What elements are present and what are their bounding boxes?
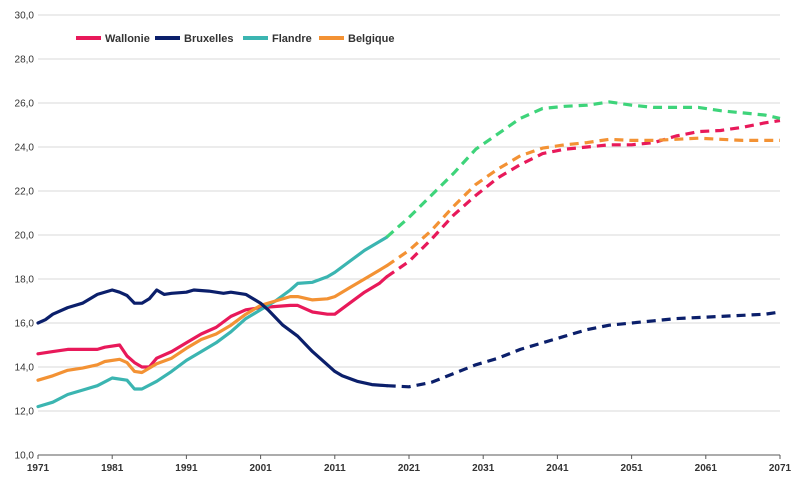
y-tick-label: 14,0 xyxy=(15,363,35,374)
y-tick-label: 26,0 xyxy=(15,99,35,110)
legend-label-belgique: Belgique xyxy=(348,33,394,45)
x-axis-labels: 1971 1981 1991 2001 2011 2021 2031 2041 2051 2061… xyxy=(27,463,792,474)
series-line-wallonie xyxy=(36,275,389,369)
y-tick-label: 16,0 xyxy=(15,319,35,330)
series-projection-flandre xyxy=(385,100,781,239)
legend-label-wallonie: Wallonie xyxy=(105,33,150,45)
grid-lines xyxy=(38,14,780,412)
x-tick-label: 2051 xyxy=(620,463,643,474)
legend: Wallonie Bruxelles Flandre Belgique xyxy=(76,33,394,45)
series-line-bruxelles xyxy=(36,288,389,388)
x-tick-label: 1971 xyxy=(27,463,50,474)
series-projection-bruxelles xyxy=(386,310,781,389)
series-lines xyxy=(36,100,781,409)
y-tick-label: 22,0 xyxy=(15,187,35,198)
x-tick-label: 2061 xyxy=(695,463,718,474)
series-projection-wallonie xyxy=(385,119,781,279)
series-line-flandre xyxy=(36,235,389,409)
x-tick-label: 2071 xyxy=(769,463,792,474)
x-tick-label: 2011 xyxy=(324,463,346,474)
x-tick-label: 1981 xyxy=(101,463,124,474)
y-tick-label: 30,0 xyxy=(15,11,35,22)
series-projection-belgique xyxy=(385,136,780,268)
series-line-belgique xyxy=(36,264,389,382)
y-tick-label: 12,0 xyxy=(15,407,35,418)
x-tick-label: 1991 xyxy=(175,463,198,474)
x-tick-label: 2041 xyxy=(546,463,569,474)
y-axis-labels: 10,0 12,0 14,0 16,0 18,0 20,0 22,0 24,0 26,0 28,0… xyxy=(15,11,35,462)
legend-label-flandre: Flandre xyxy=(272,33,312,45)
x-tick-label: 2031 xyxy=(472,463,495,474)
y-tick-label: 18,0 xyxy=(15,275,35,286)
y-tick-label: 28,0 xyxy=(15,55,35,66)
x-axis xyxy=(37,454,781,459)
x-tick-label: 2021 xyxy=(398,463,421,474)
legend-label-bruxelles: Bruxelles xyxy=(184,33,234,45)
y-tick-label: 20,0 xyxy=(15,231,35,242)
x-tick-label: 2001 xyxy=(249,463,272,474)
y-tick-label: 24,0 xyxy=(15,143,35,154)
y-tick-label: 10,0 xyxy=(15,451,35,462)
